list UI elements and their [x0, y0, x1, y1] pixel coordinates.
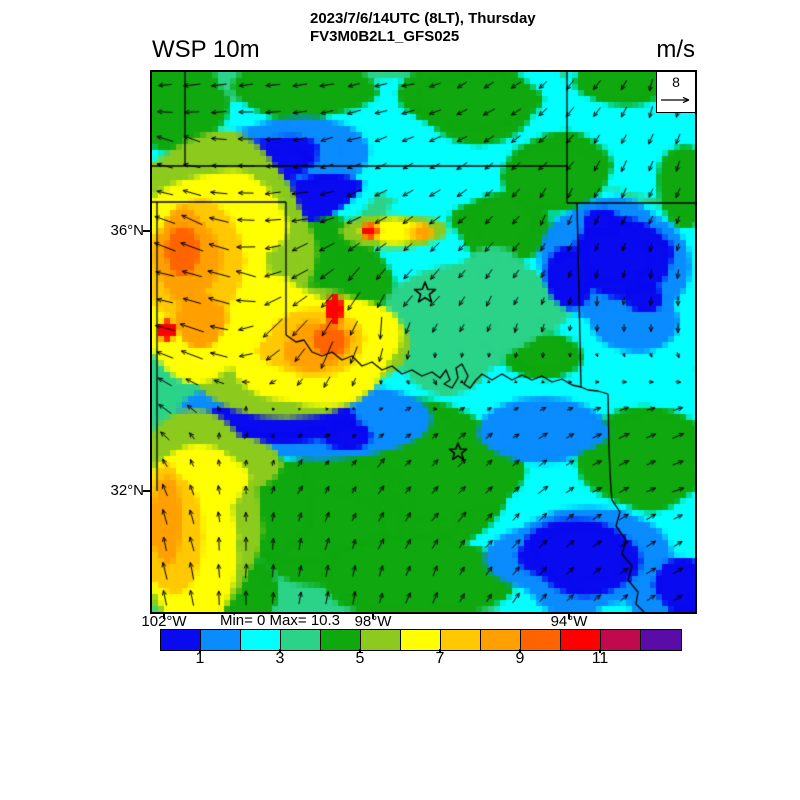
axis-tick-mark	[519, 649, 521, 653]
title-line-1: 2023/7/6/14UTC (8LT), Thursday	[310, 10, 536, 27]
axis-tick-mark	[279, 649, 281, 653]
reference-vector-value: 8	[672, 74, 680, 90]
lon-tick-label-98w: 98°W	[354, 613, 392, 630]
lon-tick-label-94w: 94°W	[550, 613, 588, 630]
axis-tick-mark	[143, 490, 150, 492]
reference-vector-box: 8	[656, 72, 695, 113]
colorbar-tick-label: 7	[435, 650, 445, 667]
axis-tick-mark	[599, 649, 601, 653]
axis-tick-mark	[372, 612, 374, 619]
colorbar-cell	[361, 630, 401, 650]
colorbar-cell	[481, 630, 521, 650]
colorbar-cell	[321, 630, 361, 650]
colorbar-cell	[281, 630, 321, 650]
axis-tick-mark	[439, 649, 441, 653]
colorbar-cell	[521, 630, 561, 650]
figure-header: 2023/7/6/14UTC (8LT), Thursday FV3M0B2L1…	[310, 10, 536, 46]
axis-tick-mark	[359, 649, 361, 653]
variable-label: WSP 10m	[152, 36, 260, 63]
lon-tick-label-102w: 102°W	[141, 613, 187, 630]
colorbar-cell	[401, 630, 441, 650]
title-line-2: FV3M0B2L1_GFS025	[310, 28, 460, 45]
units-label: m/s	[656, 36, 695, 63]
axis-tick-mark	[199, 649, 201, 653]
colorbar-tick-label: 9	[515, 650, 525, 667]
colorbar-tick-label: 11	[591, 650, 609, 667]
colorbar-tick-label: 1	[195, 650, 205, 667]
colorbar-cell	[241, 630, 281, 650]
colorbar-cell	[561, 630, 601, 650]
axis-tick-mark	[143, 230, 150, 232]
colorbar-cell	[201, 630, 241, 650]
lat-tick-label-36n: 36°N	[110, 222, 144, 239]
colorbar-cell	[441, 630, 481, 650]
colorbar-cell	[161, 630, 201, 650]
colorbar-tick-label: 3	[275, 650, 285, 667]
axis-tick-mark	[163, 612, 165, 619]
map-frame: 8	[150, 70, 697, 614]
min-max-stats-label: Min= 0 Max= 10.3	[219, 612, 341, 629]
reference-arrow-icon	[661, 96, 690, 104]
lat-tick-label-32n: 32°N	[110, 482, 144, 499]
colorbar	[160, 629, 682, 651]
colorbar-tick-label: 5	[355, 650, 365, 667]
colorbar-cell	[641, 630, 681, 650]
map-canvas	[152, 72, 695, 612]
axis-tick-mark	[568, 612, 570, 619]
colorbar-cell	[601, 630, 641, 650]
